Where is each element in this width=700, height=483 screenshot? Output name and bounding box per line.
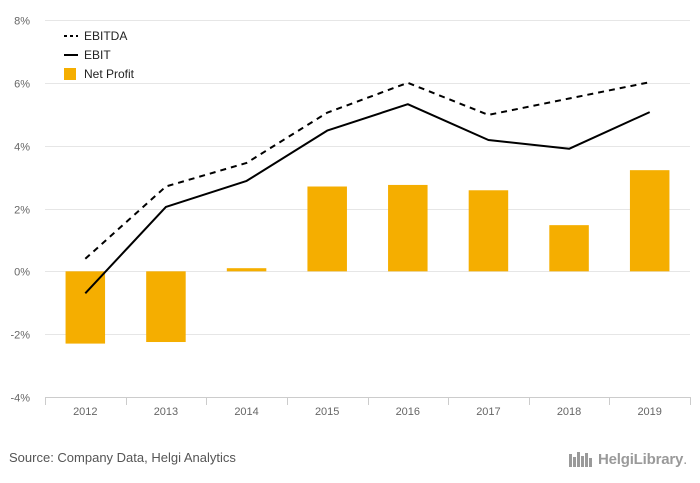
legend: EBITDA EBIT Net Profit [64,29,135,81]
axes: -4% -2% 0% 2% 4% 6% 8% 2012 2013 2014 2015 2016 2017… [10,16,691,418]
y-tick-label: 4% [14,142,30,154]
gridlines [45,20,690,398]
x-tick-label: 2015 [315,406,339,418]
x-tick-label: 2016 [396,406,420,418]
x-tick-label: 2019 [637,406,661,418]
legend-swatch-net-profit [64,68,76,80]
bar-net-profit [226,268,267,272]
library-icon [569,452,592,467]
legend-label: Net Profit [84,67,135,81]
legend-label: EBIT [84,48,111,62]
y-tick-label: -2% [10,330,30,342]
line-ebit [84,103,651,294]
x-tick-label: 2014 [234,406,258,418]
x-tick-label: 2012 [73,406,97,418]
bar-net-profit [549,225,589,272]
bar-net-profit [468,190,509,272]
chart: -4% -2% 0% 2% 4% 6% 8% 2012 2013 2014 2015 2016 2017… [10,16,691,418]
brand-dot: . [683,450,688,468]
y-tick-label: 2% [14,205,30,217]
bars-net-profit [65,170,670,344]
y-tick-label: 8% [14,16,30,28]
y-tick-label: 6% [14,79,30,91]
series-lines [84,81,651,294]
line-ebitda [84,81,650,260]
brand-name: HelgiLibrary [598,450,684,468]
bar-net-profit [629,170,670,272]
bar-net-profit [65,271,106,344]
source-note: Source: Company Data, Helgi Analytics [9,450,236,465]
bar-net-profit [388,184,428,272]
x-tick-label: 2017 [476,406,500,418]
bar-net-profit [307,186,347,272]
x-tick-label: 2013 [154,406,178,418]
bar-net-profit [146,271,186,343]
y-tick-label: -4% [10,393,30,405]
y-tick-label: 0% [14,267,30,279]
helgi-library-logo: HelgiLibrary. [568,449,687,469]
legend-label: EBITDA [84,29,127,43]
x-tick-label: 2018 [557,406,581,418]
